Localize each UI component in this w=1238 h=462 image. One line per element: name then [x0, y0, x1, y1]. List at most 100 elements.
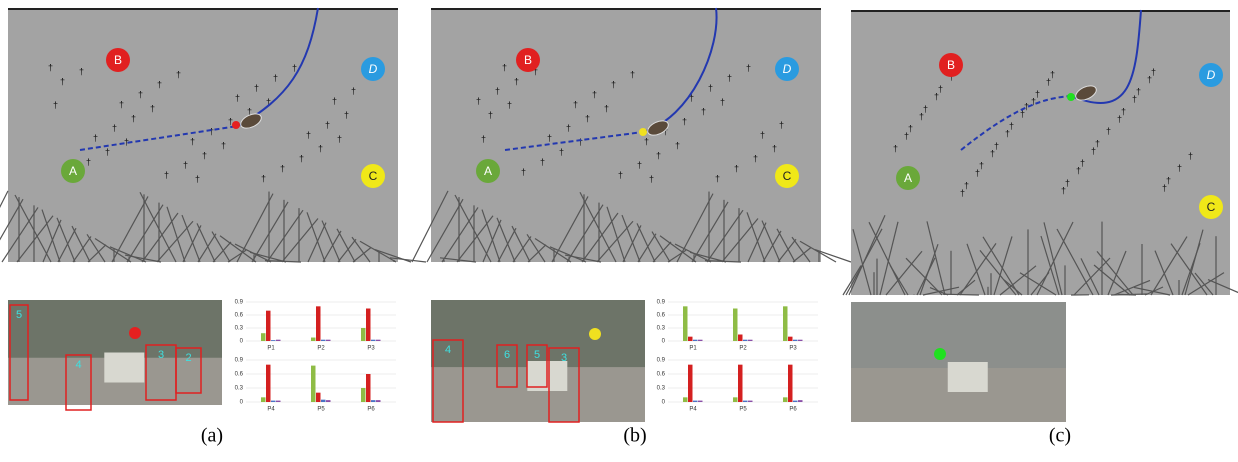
bar	[738, 335, 743, 342]
x-tick-label: P2	[317, 346, 325, 352]
pedestrian: †	[547, 133, 552, 143]
y-tick-label: 0.3	[235, 326, 244, 332]
pedestrian: †	[202, 150, 207, 160]
pedestrian: †	[630, 70, 635, 80]
pedestrian: †	[164, 170, 169, 180]
pedestrian: †	[604, 103, 609, 113]
pedestrian: †	[720, 97, 725, 107]
pedestrian: †	[119, 99, 124, 109]
pedestrian: †	[495, 86, 500, 96]
bar	[261, 333, 266, 341]
bar	[693, 401, 698, 402]
pedestrian: †	[514, 76, 519, 86]
bar	[371, 340, 376, 341]
bar	[783, 306, 788, 341]
pedestrian: †	[1091, 146, 1096, 156]
x-tick-label: P5	[317, 407, 325, 413]
pedestrian: †	[1106, 126, 1111, 136]
pedestrian: †	[351, 86, 356, 96]
bar	[748, 340, 753, 341]
pedestrian: †	[488, 110, 493, 120]
bar	[261, 397, 266, 402]
pedestrian: †	[540, 157, 545, 167]
goal-label: C	[369, 169, 378, 183]
pedestrian: †	[1177, 163, 1182, 173]
pedestrian: †	[60, 76, 65, 86]
bar	[276, 401, 281, 402]
pedestrian: †	[325, 120, 330, 130]
x-tick-label: P3	[789, 346, 797, 352]
pedestrian: †	[734, 163, 739, 173]
pedestrian: †	[701, 107, 706, 117]
pedestrian: †	[112, 123, 117, 133]
bar	[788, 337, 793, 341]
pedestrian: †	[138, 89, 143, 99]
pedestrian: †	[708, 83, 713, 93]
bar	[783, 397, 788, 402]
y-tick-label: 0.3	[657, 326, 666, 332]
goal-label: D	[783, 62, 792, 76]
bar	[748, 401, 753, 402]
x-tick-label: P5	[739, 407, 747, 413]
pedestrian: †	[566, 123, 571, 133]
pedestrian: †	[344, 110, 349, 120]
pedestrian: †	[93, 133, 98, 143]
pedestrian: †	[299, 154, 304, 164]
pedestrian: †	[649, 174, 654, 184]
pedestrian: †	[990, 148, 995, 158]
pedestrian: †	[105, 147, 110, 157]
pedestrian: †	[637, 160, 642, 170]
bar	[361, 328, 366, 341]
goal-label: A	[484, 164, 492, 178]
pedestrian: †	[727, 73, 732, 83]
pedestrian: †	[592, 89, 597, 99]
pedestrian: †	[318, 144, 323, 154]
pedestrian: †	[753, 154, 758, 164]
panel-caption: (b)	[623, 425, 646, 447]
bar	[693, 340, 698, 341]
goal-label: A	[904, 171, 912, 185]
bar	[321, 340, 326, 341]
pedestrian: †	[254, 83, 259, 93]
pedestrian: †	[585, 113, 590, 123]
robot-marker	[639, 128, 647, 136]
map: ††††††††††††††††††††††††††††††††††††††††…	[843, 10, 1238, 295]
pedestrian: †	[221, 140, 226, 150]
pedestrian: †	[1117, 114, 1122, 124]
y-tick-label: 0.9	[235, 300, 244, 306]
x-tick-label: P1	[689, 346, 697, 352]
pedestrian: †	[183, 160, 188, 170]
pedestrian: †	[273, 73, 278, 83]
person-id: 3	[561, 352, 567, 364]
figure: † † † † † † † † † † † † † † † † † † † † † † † † † † † † † † † † † † † † † † † †…	[0, 0, 1238, 457]
panel-caption: (c)	[1049, 425, 1071, 447]
bar	[316, 393, 321, 402]
person-id: 3	[158, 349, 164, 361]
pedestrian: †	[904, 131, 909, 141]
pedestrian: †	[507, 100, 512, 110]
bar	[798, 340, 803, 341]
bar	[366, 309, 371, 342]
panel-caption: (a)	[201, 425, 223, 447]
pedestrian: †	[1005, 129, 1010, 139]
pedestrian: †	[176, 70, 181, 80]
bar	[698, 401, 703, 402]
y-tick-label: 0.9	[235, 358, 244, 364]
goal-label: D	[369, 62, 378, 76]
map-top-edge	[851, 10, 1230, 12]
y-tick-label: 0.3	[235, 386, 244, 392]
pedestrian: †	[772, 144, 777, 154]
pedestrian: †	[893, 143, 898, 153]
y-tick-label: 0.6	[235, 313, 244, 319]
bar	[683, 306, 688, 341]
y-tick-label: 0.6	[657, 313, 666, 319]
x-tick-label: P2	[739, 346, 747, 352]
bar	[321, 400, 326, 402]
photo-cart	[104, 353, 144, 383]
pedestrian: †	[919, 111, 924, 121]
pedestrian: †	[975, 168, 980, 178]
bar	[793, 340, 798, 341]
pedestrian: †	[195, 174, 200, 184]
